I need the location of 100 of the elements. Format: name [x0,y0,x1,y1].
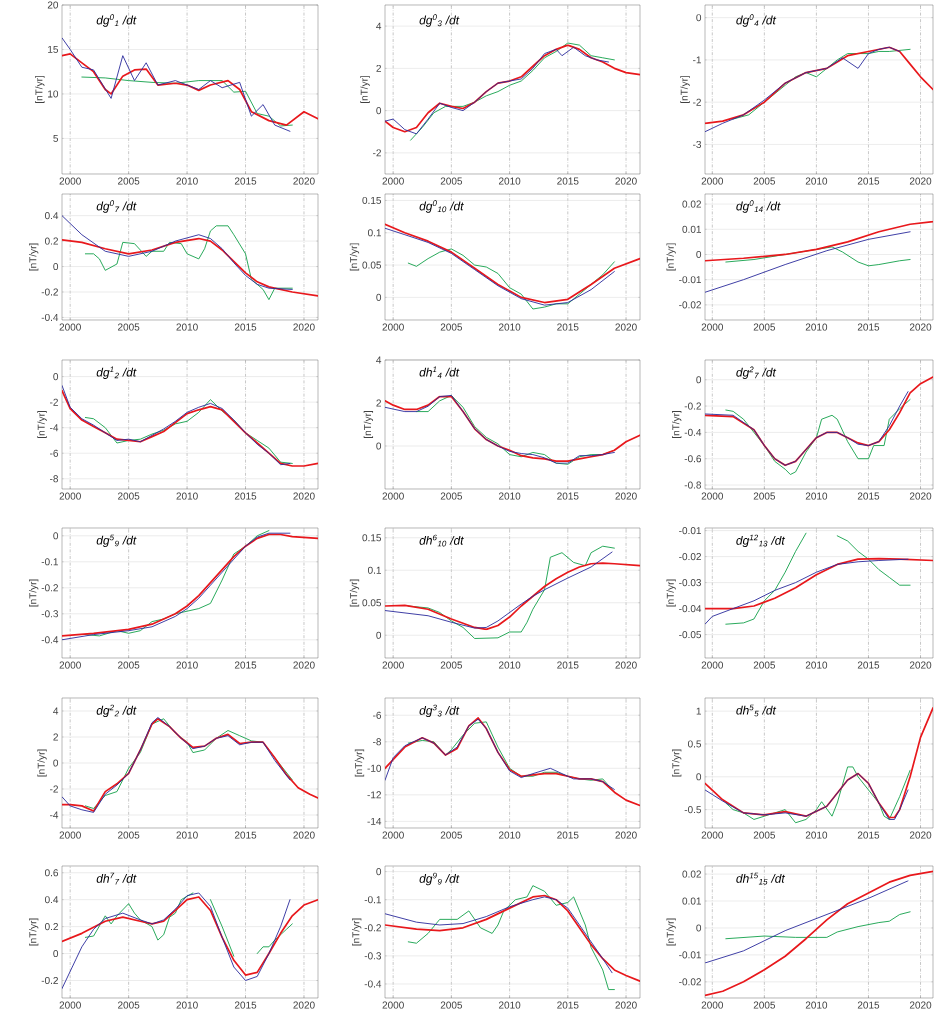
x-tick-label: 2020 [909,1001,932,1009]
y-tick-label: 0.05 [362,599,382,607]
line-series [385,718,615,790]
x-tick-label: 2020 [293,177,315,185]
line-series [725,911,911,940]
x-tick-label: 2010 [805,492,828,500]
line-series [62,892,291,990]
y-axis-title: [nT/yr] [666,243,676,271]
y-tick-label: 2 [53,733,58,741]
y-axis-title: [nT/yr] [672,749,682,777]
line-series [705,46,901,133]
x-tick-label: 2005 [440,661,463,669]
y-tick-label: 0.1 [367,229,381,237]
x-tick-label: 2010 [176,661,198,669]
y-tick-label: 5 [53,134,59,142]
x-tick-label: 2010 [176,177,198,185]
y-tick-label: -0.01 [679,527,701,535]
x-tick-label: 2015 [234,1001,257,1009]
x-tick-label: 2005 [118,1001,140,1009]
line-series [62,215,293,290]
y-tick-label: 0.4 [44,212,59,220]
x-tick-label: 2010 [498,323,521,331]
x-tick-label: 2020 [293,661,315,669]
x-tick-label: 2005 [440,492,463,500]
text: dh$^{15}$$_{15}$ /dt [736,872,786,885]
x-tick-label: 2020 [615,661,637,669]
x-tick-label: 2000 [701,177,724,185]
line-series [385,223,641,304]
y-tick-label: 0 [376,107,382,115]
x-tick-label: 2015 [234,177,257,185]
x-tick-label: 2005 [440,1001,463,1009]
x-tick-label: 2010 [805,323,828,331]
y-tick-label: -0.04 [679,605,702,613]
y-tick-label: 0 [53,950,59,958]
y-tick-label: -0.02 [679,553,701,561]
x-tick-label: 2010 [498,492,521,500]
text: dg$^{0}$$_{10}$ /dt [419,200,464,213]
x-tick-label: 2015 [234,661,257,669]
x-tick-label: 2010 [498,177,521,185]
line-series [705,558,909,625]
y-tick-label: -14 [367,817,382,825]
x-tick-label: 2000 [382,661,404,669]
text: dg$^{0}$$_{4}$ /dt [736,14,777,27]
y-tick-label: 0 [53,759,59,767]
x-tick-label: 2010 [176,323,198,331]
y-tick-label: -2 [50,398,58,406]
x-tick-label: 2005 [440,831,463,839]
x-tick-label: 2000 [59,831,81,839]
y-tick-label: 0.01 [682,225,701,233]
x-tick-label: 2005 [118,831,140,839]
x-tick-label: 2000 [59,661,81,669]
x-tick-label: 2005 [753,661,776,669]
y-axis-title: [nT/yr] [680,76,690,103]
y-axis-title: [nT/yr] [37,749,47,777]
x-tick-label: 2000 [382,1001,404,1009]
y-tick-label: -0.4 [684,428,702,436]
y-axis-title: [nT/yr] [29,918,39,946]
y-tick-label: 0 [53,263,59,271]
line-series [62,37,291,132]
y-tick-label: 0.5 [687,740,702,748]
y-tick-label: 0 [376,442,382,450]
x-tick-label: 2015 [557,177,579,185]
y-tick-label: 0 [376,293,382,301]
x-tick-label: 2015 [857,831,880,839]
line-series [385,894,641,982]
y-tick-label: -0.2 [364,924,381,932]
line-series [84,225,293,301]
line-series [385,44,641,133]
y-tick-label: 0.4 [44,896,59,904]
y-tick-label: 1 [696,707,701,715]
y-tick-label: -0.3 [41,610,59,618]
x-tick-label: 2010 [498,661,521,669]
y-axis-title: [nT/yr] [354,749,365,777]
text: dg$^{12}$$_{13}$ /dt [736,534,786,548]
x-tick-label: 2010 [805,177,828,185]
y-tick-label: 0.2 [44,237,58,245]
x-tick-label: 2005 [753,1001,776,1009]
y-tick-label: 0 [696,14,702,22]
x-tick-label: 2010 [176,1001,198,1009]
y-axis-title: [nT/yr] [672,411,682,438]
y-tick-label: -0.03 [679,579,702,587]
x-tick-label: 2015 [857,177,880,185]
y-tick-label: 15 [48,45,59,53]
y-tick-label: 0.2 [44,923,58,931]
x-tick-label: 2005 [753,492,776,500]
x-tick-label: 2005 [753,831,776,839]
x-tick-label: 2020 [615,831,637,839]
x-tick-label: 2020 [615,492,637,500]
text: dh$^{7}$$_{7}$ /dt [96,872,137,885]
x-tick-label: 2015 [234,323,257,331]
x-tick-label: 2000 [59,323,81,331]
y-axis-title: [nT/yr] [666,579,676,607]
y-tick-label: -3 [693,140,702,148]
y-tick-label: 20 [47,1,59,9]
y-axis-title: [nT/yr] [360,76,370,103]
x-tick-label: 2005 [118,661,140,669]
line-series [385,717,641,807]
y-tick-label: -1 [693,56,701,64]
x-tick-label: 2005 [440,177,463,185]
y-tick-label: 10 [48,90,59,98]
